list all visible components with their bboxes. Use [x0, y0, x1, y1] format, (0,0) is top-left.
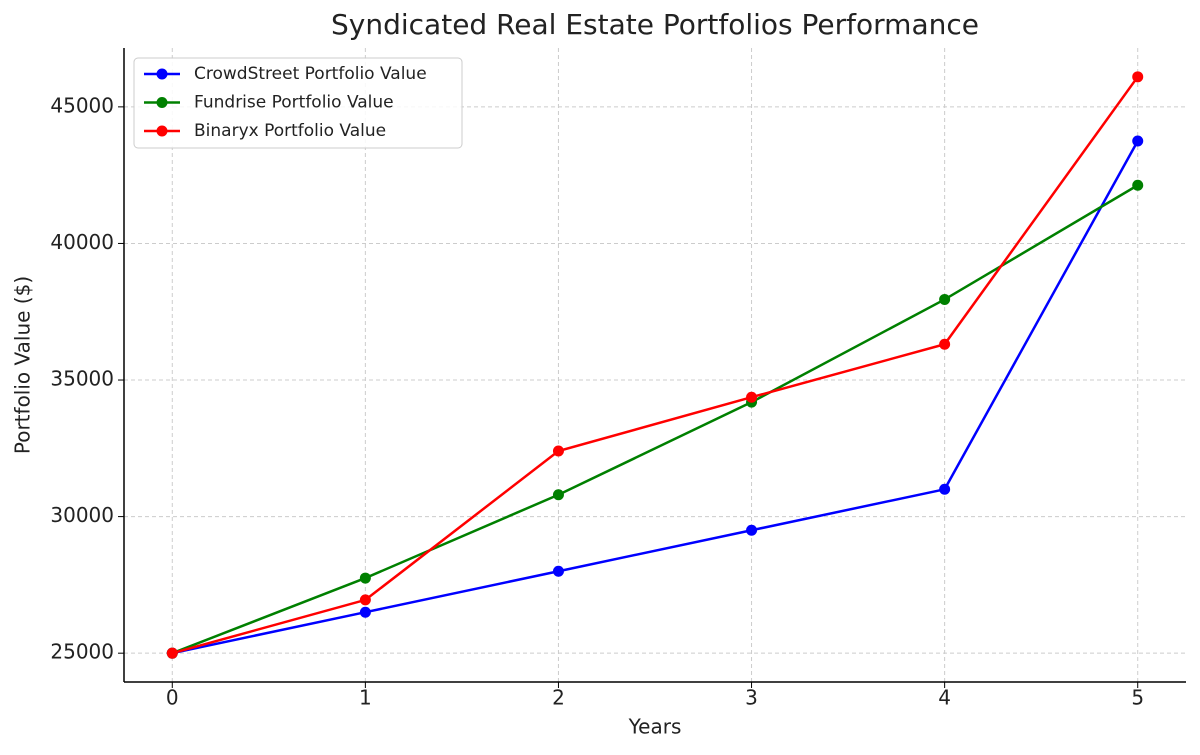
- data-point: [746, 391, 758, 403]
- legend-marker: [156, 97, 168, 108]
- data-point: [552, 565, 564, 577]
- data-point: [939, 483, 951, 495]
- legend-label: Binaryx Portfolio Value: [194, 121, 386, 141]
- data-point: [746, 524, 758, 536]
- y-tick-label: 25000: [50, 640, 114, 664]
- data-point: [1132, 179, 1144, 191]
- data-point: [939, 338, 951, 350]
- x-tick-label: 4: [938, 686, 951, 710]
- legend-marker: [156, 68, 168, 80]
- data-point: [552, 445, 564, 457]
- data-point: [166, 647, 178, 659]
- y-tick-label: 45000: [50, 93, 114, 117]
- data-point: [359, 606, 371, 618]
- y-axis-label: Portfolio Value ($): [11, 276, 35, 454]
- x-tick-label: 1: [359, 686, 372, 710]
- x-axis-label: Years: [628, 715, 682, 739]
- legend-label: Fundrise Portfolio Value: [194, 93, 394, 113]
- legend-box: [133, 57, 463, 149]
- data-point: [359, 572, 371, 584]
- data-point: [939, 293, 951, 305]
- x-tick-label: 2: [552, 686, 565, 710]
- x-tick-label: 5: [1131, 686, 1144, 710]
- x-tick-label: 3: [745, 686, 758, 710]
- y-tick-label: 35000: [50, 367, 114, 391]
- series-line: [171, 184, 1139, 655]
- data-point: [359, 594, 371, 606]
- series-line: [172, 140, 1139, 655]
- data-point: [552, 489, 564, 501]
- data-point: [1132, 135, 1144, 147]
- legend-marker: [156, 125, 168, 137]
- series-line: [171, 76, 1139, 655]
- y-tick-label: 40000: [50, 230, 114, 254]
- x-tick-label: 0: [166, 686, 179, 710]
- chart-title: Syndicated Real Estate Portfolios Perfor…: [331, 8, 979, 41]
- data-point: [1132, 71, 1144, 83]
- y-tick-label: 30000: [50, 503, 114, 527]
- legend-label: CrowdStreet Portfolio Value: [194, 64, 427, 84]
